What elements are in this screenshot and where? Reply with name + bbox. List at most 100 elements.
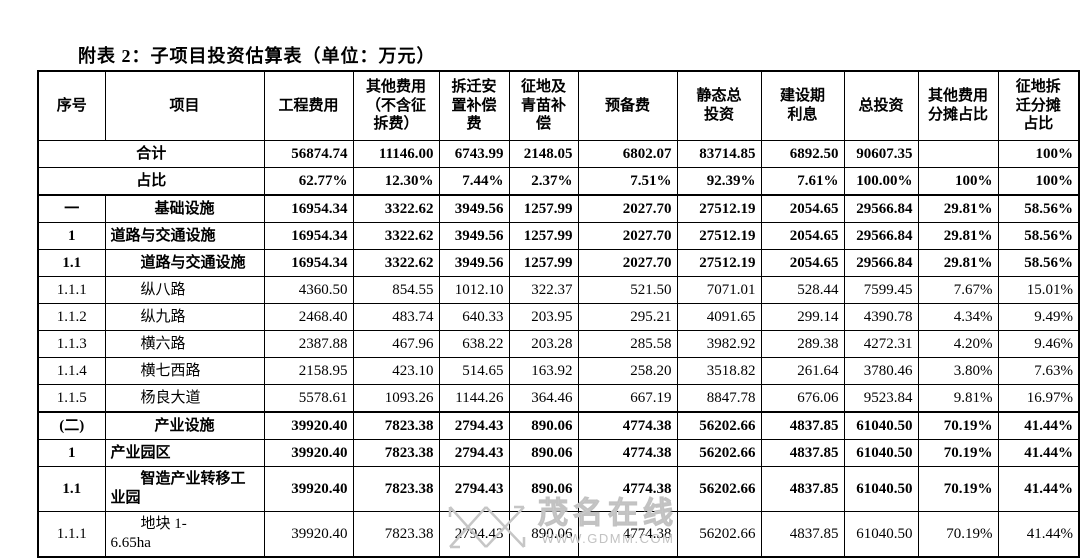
cell-value: 7.61% bbox=[760, 167, 845, 196]
cell-value: 4.34% bbox=[917, 303, 999, 331]
cell-name: 杨良大道 bbox=[104, 384, 265, 413]
cell-seq: 1.1.5 bbox=[37, 384, 106, 413]
cell-value: 4.20% bbox=[917, 330, 999, 358]
table-row: (二) 产业设施 39920.40 7823.38 2794.43 890.06 4774.… bbox=[37, 411, 1080, 440]
cell-value: 56202.66 bbox=[676, 411, 762, 440]
cell-value: 3949.56 bbox=[438, 249, 510, 277]
cell-value: 2387.88 bbox=[263, 330, 354, 358]
cell-value: 203.28 bbox=[508, 330, 579, 358]
table-header-row: 序号 项目 工程费用 其他费用 （不含征 拆费） 拆迁安 置补偿 费征地及 青苗补 偿预… bbox=[37, 70, 1080, 141]
cell-value: 29.81% bbox=[917, 222, 999, 250]
cell-value: 854.55 bbox=[352, 276, 440, 304]
cell-seq: 1.1.3 bbox=[37, 330, 106, 358]
cell-value: 3.80% bbox=[917, 357, 999, 385]
cell-value: 58.56% bbox=[997, 194, 1080, 223]
cell-value: 56874.74 bbox=[263, 140, 354, 168]
table-row: 占比 62.77% 12.30% 7.44% 2.37% 7.51% 92.39% 7.61%… bbox=[37, 167, 1080, 196]
cell-value: 6802.07 bbox=[577, 140, 678, 168]
cell-seq: 1 bbox=[37, 439, 106, 467]
cell-seq: 1.1 bbox=[37, 249, 106, 277]
cell-value: 2794.43 bbox=[438, 439, 510, 467]
cell-value: 1257.99 bbox=[508, 222, 579, 250]
cell-value: 6892.50 bbox=[760, 140, 845, 168]
cell-value: 7.67% bbox=[917, 276, 999, 304]
cell-value: 3982.92 bbox=[676, 330, 762, 358]
cell-value: 2794.43 bbox=[438, 466, 510, 512]
cell-value: 29.81% bbox=[917, 194, 999, 223]
cell-value: 483.74 bbox=[352, 303, 440, 331]
cell-value: 2027.70 bbox=[577, 222, 678, 250]
cell-value: 4272.31 bbox=[843, 330, 919, 358]
cell-value: 521.50 bbox=[577, 276, 678, 304]
cell-value: 4774.38 bbox=[577, 411, 678, 440]
cell-value: 29566.84 bbox=[843, 222, 919, 250]
cell-value: 56202.66 bbox=[676, 439, 762, 467]
cell-value: 100% bbox=[917, 167, 999, 196]
cell-value: 640.33 bbox=[438, 303, 510, 331]
table-row: 一基础设施 16954.34 3322.62 3949.56 1257.99 2027.7… bbox=[37, 194, 1080, 223]
cell-value: 7823.38 bbox=[352, 439, 440, 467]
table-row: 1 道路与交通设施 16954.34 3322.62 3949.56 1257.99 202… bbox=[37, 222, 1080, 250]
cell-value: 41.44% bbox=[997, 511, 1080, 558]
cell-value: 11146.00 bbox=[352, 140, 440, 168]
table-row: 1 产业园区 39920.40 7823.38 2794.43 890.06 4774.38… bbox=[37, 439, 1080, 467]
cell-value: 261.64 bbox=[760, 357, 845, 385]
cell-seq: 1.1.4 bbox=[37, 357, 106, 385]
cell-value: 295.21 bbox=[577, 303, 678, 331]
cell-name: 产业园区 bbox=[104, 439, 265, 467]
cell-value: 163.92 bbox=[508, 357, 579, 385]
cell-value: 203.95 bbox=[508, 303, 579, 331]
cell-value: 3322.62 bbox=[352, 222, 440, 250]
cell-value: 4091.65 bbox=[676, 303, 762, 331]
column-header: 项目 bbox=[104, 70, 265, 141]
cell-value: 7.44% bbox=[438, 167, 510, 196]
cell-value: 9523.84 bbox=[843, 384, 919, 413]
cell-value: 70.19% bbox=[917, 411, 999, 440]
cell-value: 467.96 bbox=[352, 330, 440, 358]
cell-name: 纵九路 bbox=[104, 303, 265, 331]
cell-value: 4390.78 bbox=[843, 303, 919, 331]
cell-name: 横七西路 bbox=[104, 357, 265, 385]
column-header: 拆迁安 置补偿 费 bbox=[438, 70, 510, 141]
cell-seq: 1 bbox=[37, 222, 106, 250]
cell-name: 产业设施 bbox=[104, 411, 265, 440]
cell-value: 7.63% bbox=[997, 357, 1080, 385]
cell-value: 423.10 bbox=[352, 357, 440, 385]
cell-value: 322.37 bbox=[508, 276, 579, 304]
cell-value: 7071.01 bbox=[676, 276, 762, 304]
cell-value: 1012.10 bbox=[438, 276, 510, 304]
cell-value: 7823.38 bbox=[352, 511, 440, 558]
table-row: 1.1.3 横六路 2387.88 467.96 638.22 203.28 285.58 3… bbox=[37, 330, 1080, 358]
cell-value: 16.97% bbox=[997, 384, 1080, 413]
cell-seq: 1.1.1 bbox=[37, 511, 106, 558]
cell-value: 3518.82 bbox=[676, 357, 762, 385]
cell-value: 16954.34 bbox=[263, 249, 354, 277]
table-row: 合计 56874.74 11146.00 6743.99 2148.05 6802.07 8… bbox=[37, 140, 1080, 168]
cell-value: 528.44 bbox=[760, 276, 845, 304]
table-row: 1.1.2 纵九路 2468.40 483.74 640.33 203.95 295.21 4… bbox=[37, 303, 1080, 331]
table-row: 1.1.5 杨良大道 5578.61 1093.26 1144.26 364.46 667.… bbox=[37, 384, 1080, 413]
cell-value: 16954.34 bbox=[263, 194, 354, 223]
cell-value: 39920.40 bbox=[263, 439, 354, 467]
cell-value: 4837.85 bbox=[760, 511, 845, 558]
column-header: 预备费 bbox=[577, 70, 678, 141]
cell-value: 92.39% bbox=[676, 167, 762, 196]
cell-value: 56202.66 bbox=[676, 511, 762, 558]
cell-value: 1257.99 bbox=[508, 249, 579, 277]
column-header: 征地及 青苗补 偿 bbox=[508, 70, 579, 141]
cell-value: 12.30% bbox=[352, 167, 440, 196]
column-header: 静态总 投资 bbox=[676, 70, 762, 141]
investment-table: 序号 项目 工程费用 其他费用 （不含征 拆费） 拆迁安 置补偿 费征地及 青苗补 偿预… bbox=[37, 70, 1080, 558]
cell-value: 2.37% bbox=[508, 167, 579, 196]
cell-value: 5578.61 bbox=[263, 384, 354, 413]
cell-value: 289.38 bbox=[760, 330, 845, 358]
cell-value: 7599.45 bbox=[843, 276, 919, 304]
cell-value: 3322.62 bbox=[352, 249, 440, 277]
cell-value: 100% bbox=[997, 167, 1080, 196]
cell-value: 1257.99 bbox=[508, 194, 579, 223]
cell-value: 285.58 bbox=[577, 330, 678, 358]
cell-value: 27512.19 bbox=[676, 222, 762, 250]
cell-seq: 一 bbox=[37, 194, 106, 223]
cell-value: 39920.40 bbox=[263, 511, 354, 558]
cell-value: 29566.84 bbox=[843, 194, 919, 223]
